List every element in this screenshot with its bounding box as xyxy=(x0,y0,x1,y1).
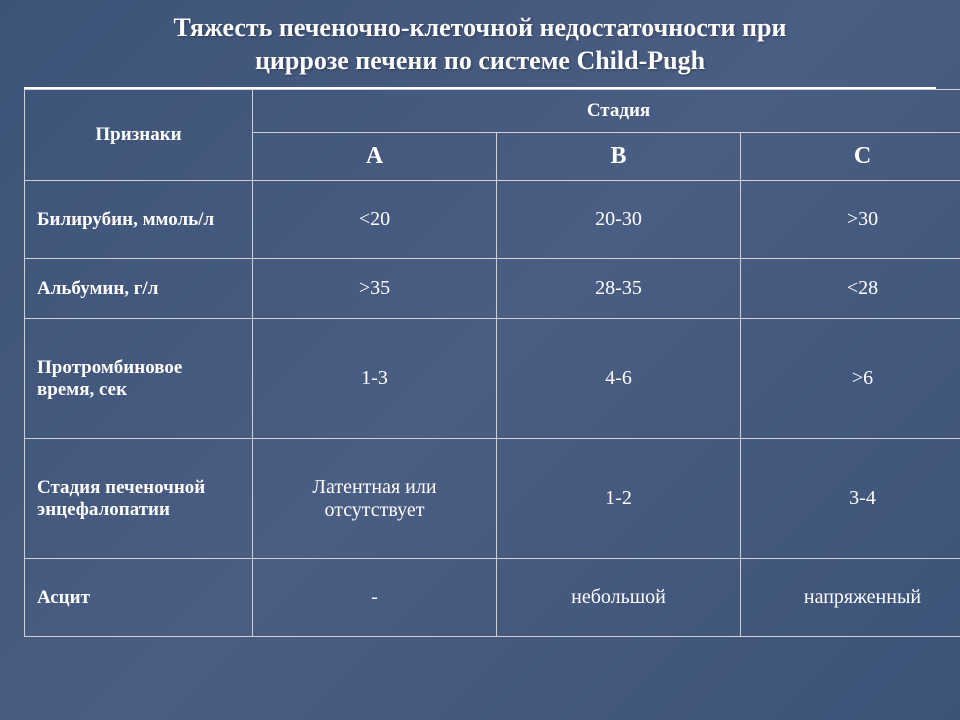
stage-col-c: С xyxy=(741,133,960,181)
cell-stage-c: >6 xyxy=(741,319,960,439)
stage-col-a: А xyxy=(253,133,497,181)
title-line-1: Тяжесть печеночно-клеточной недостаточно… xyxy=(174,13,787,42)
row-label: Асцит xyxy=(25,559,253,637)
table-row: Билирубин, ммоль/л<2020-30>30 xyxy=(25,181,960,259)
row-label: Альбумин, г/л xyxy=(25,259,253,319)
cell-stage-c: 3-4 xyxy=(741,439,960,559)
slide-container: Тяжесть печеночно-клеточной недостаточно… xyxy=(0,0,960,720)
cell-stage-a: 1-3 xyxy=(253,319,497,439)
cell-stage-c: >30 xyxy=(741,181,960,259)
table-row: Стадия печеночной энцефалопатииЛатентная… xyxy=(25,439,960,559)
stage-header: Стадия xyxy=(253,90,960,133)
child-pugh-table: Признаки Стадия А В С Билирубин, ммоль/л… xyxy=(24,89,960,637)
table-row: Протромбиновое время, сек1-34-6>6 xyxy=(25,319,960,439)
cell-stage-b: небольшой xyxy=(497,559,741,637)
slide-title: Тяжесть печеночно-клеточной недостаточно… xyxy=(24,12,936,77)
table-row: Альбумин, г/л>3528-35<28 xyxy=(25,259,960,319)
cell-stage-b: 28-35 xyxy=(497,259,741,319)
cell-stage-a: Латентная или отсутствует xyxy=(253,439,497,559)
cell-stage-a: <20 xyxy=(253,181,497,259)
cell-stage-b: 4-6 xyxy=(497,319,741,439)
row-label: Протромбиновое время, сек xyxy=(25,319,253,439)
cell-stage-a: >35 xyxy=(253,259,497,319)
table-body: Билирубин, ммоль/л<2020-30>30Альбумин, г… xyxy=(25,181,960,637)
signs-header: Признаки xyxy=(25,90,253,181)
header-row-1: Признаки Стадия xyxy=(25,90,960,133)
row-label: Билирубин, ммоль/л xyxy=(25,181,253,259)
row-label: Стадия печеночной энцефалопатии xyxy=(25,439,253,559)
title-line-2: циррозе печени по системе Child-Pugh xyxy=(255,46,705,75)
cell-stage-c: напряженный xyxy=(741,559,960,637)
cell-stage-b: 20-30 xyxy=(497,181,741,259)
cell-stage-c: <28 xyxy=(741,259,960,319)
stage-col-b: В xyxy=(497,133,741,181)
cell-stage-a: - xyxy=(253,559,497,637)
table-row: Асцит-небольшойнапряженный xyxy=(25,559,960,637)
cell-stage-b: 1-2 xyxy=(497,439,741,559)
